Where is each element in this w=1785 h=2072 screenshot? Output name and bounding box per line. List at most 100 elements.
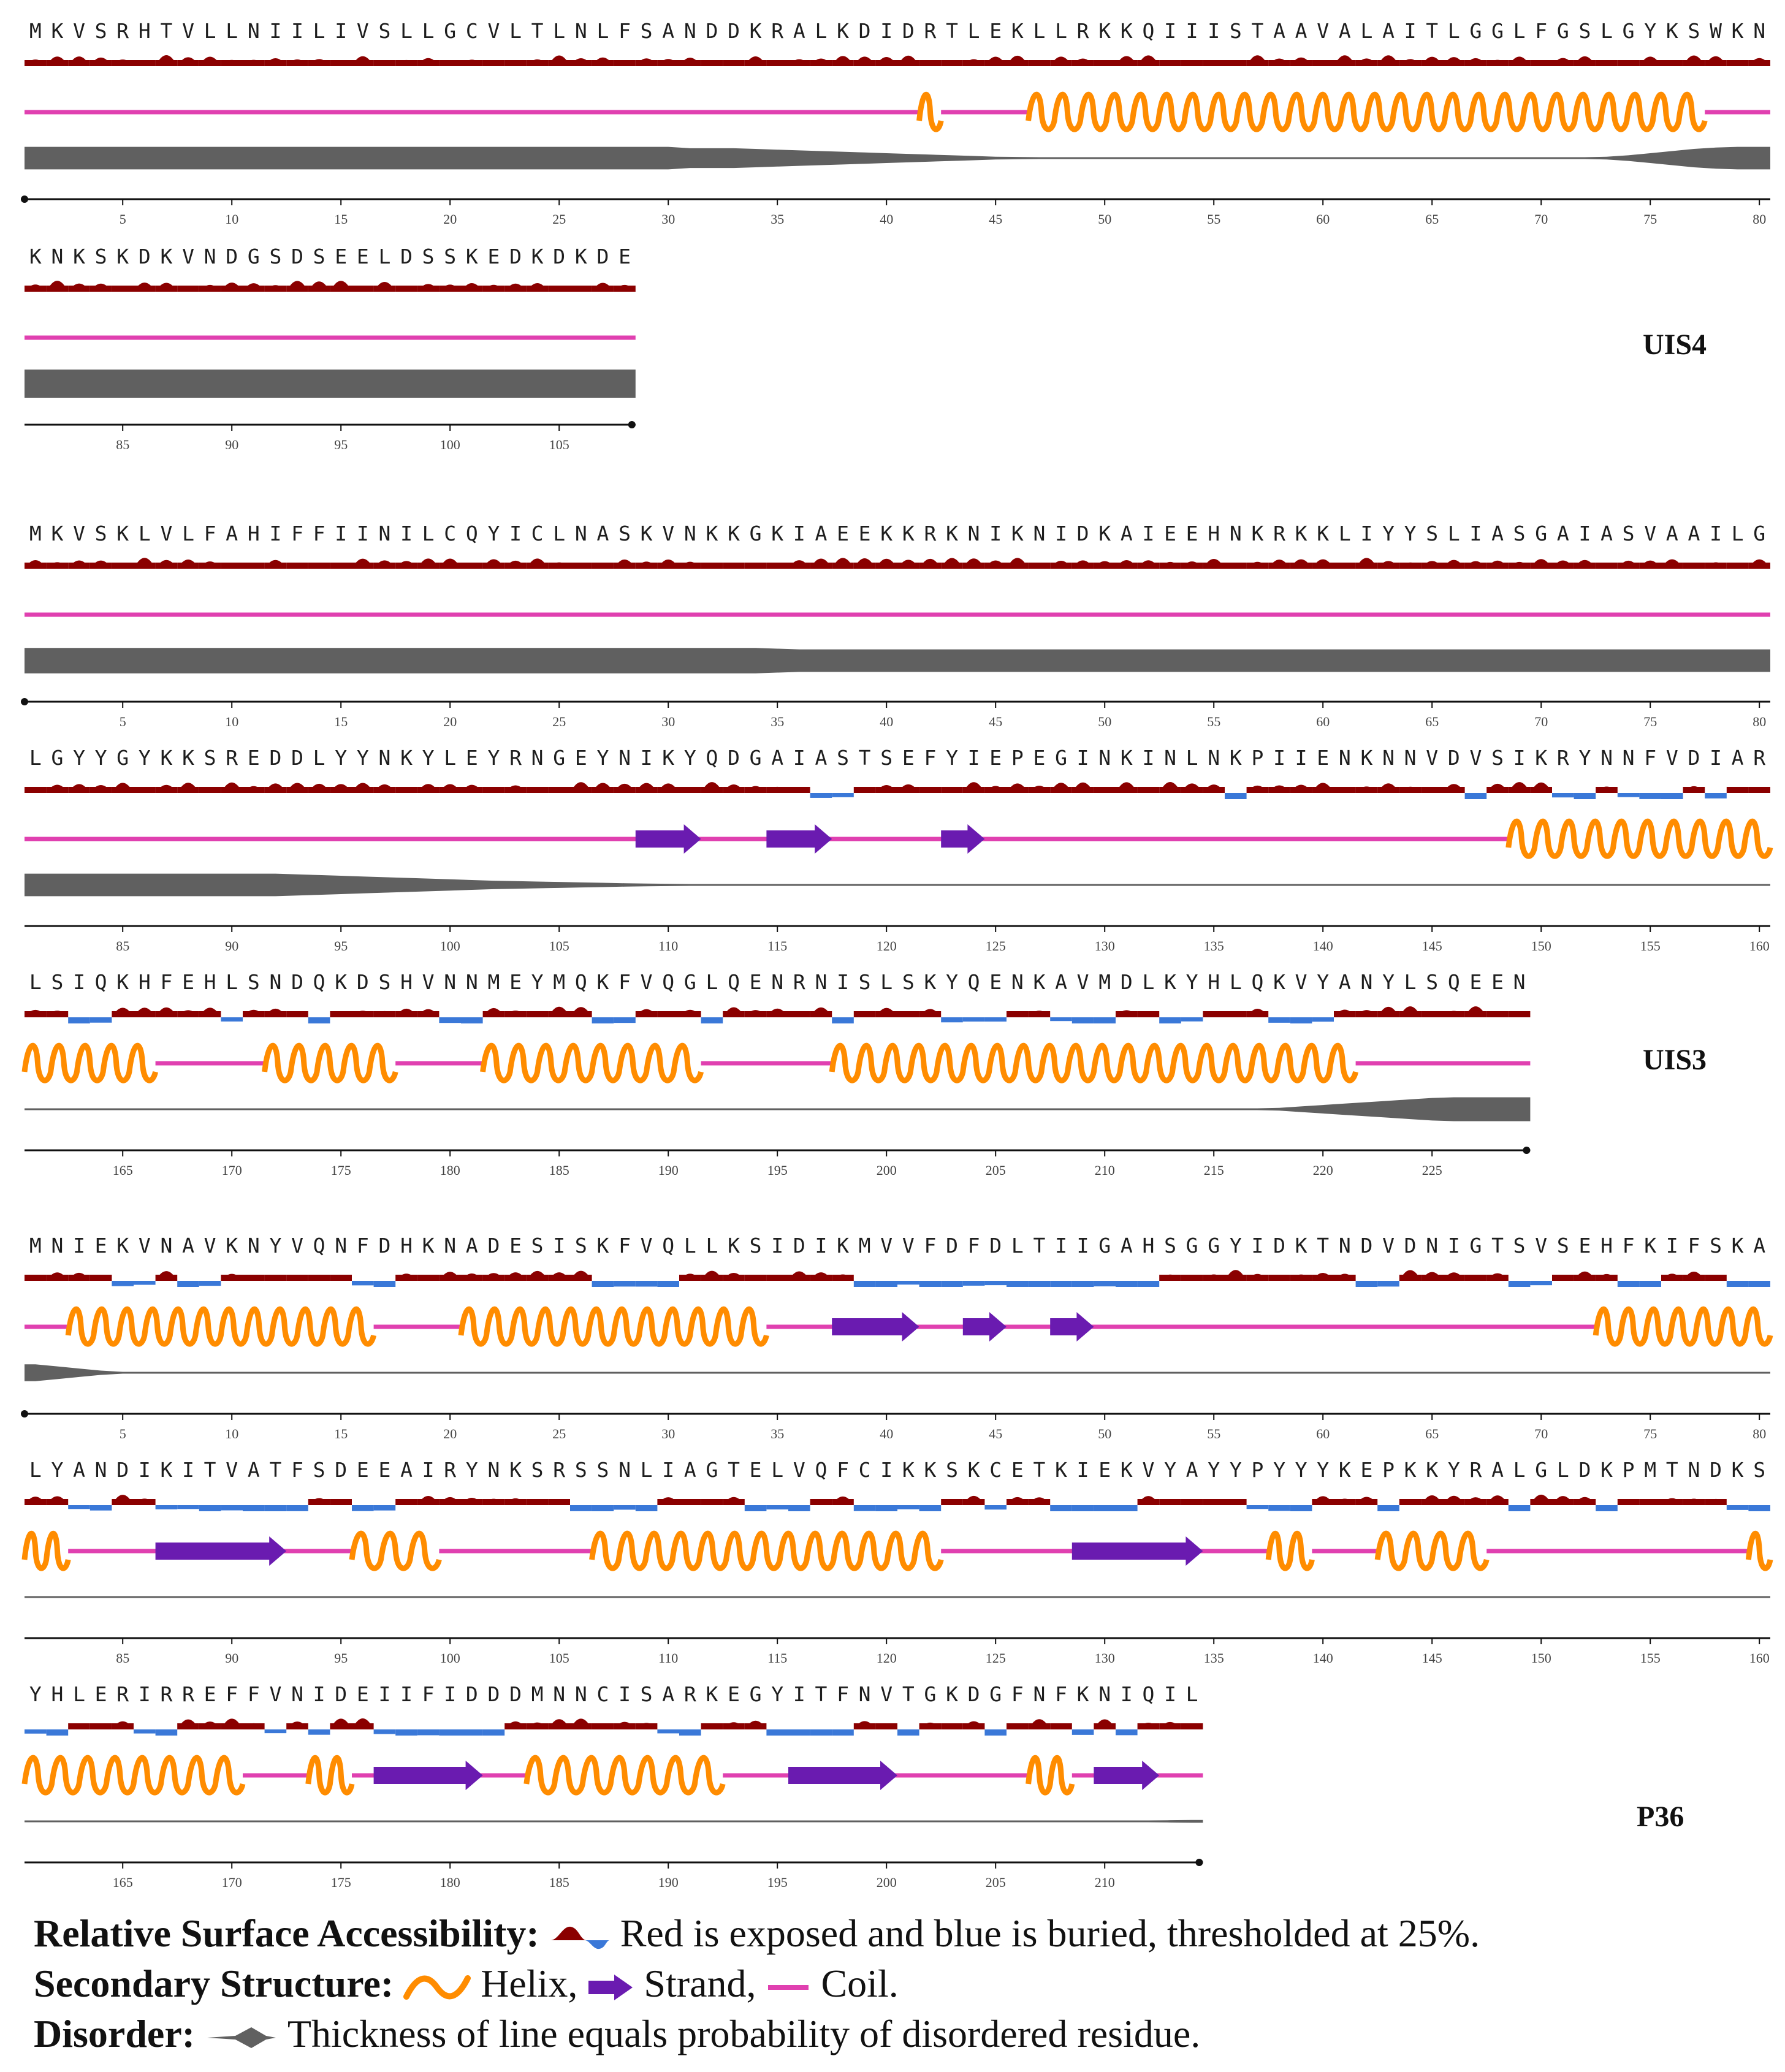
residue-letter: S [1513,1234,1526,1258]
residue-letter: I [1164,19,1176,43]
residue-letter: N [859,1682,871,1706]
residue-letter: A [1186,1458,1198,1482]
rsa-exposed-fill [919,1011,942,1017]
rsa-exposed-fill [701,563,723,569]
residue-letter: D [968,1682,980,1706]
residue-letter: N [575,522,587,545]
rsa-exposed-fill [679,60,701,66]
tick-label: 205 [986,1163,1006,1178]
rsa-exposed-fill [1203,60,1225,66]
rsa-exposed-fill [1464,1275,1487,1281]
rsa-exposed-fill [308,60,330,66]
rsa-exposed-fill [1159,1723,1181,1729]
rsa-exposed-fill [482,286,505,292]
helix-mark [21,1530,71,1571]
rsa-buried-fill [177,1281,199,1287]
residue-letter: N [618,1458,631,1482]
residue-letter: T [1491,1234,1504,1258]
rsa-buried-fill [1312,1017,1334,1022]
tick-label: 10 [225,714,238,729]
residue-letter: I [553,1234,565,1258]
rsa-buried-fill [134,1729,156,1734]
rsa-exposed-fill [112,1723,134,1729]
rsa-buried-fill [1050,1505,1072,1511]
rsa-exposed-fill [1705,563,1727,569]
residue-letter: N [968,522,980,545]
residue-letter: K [1644,1234,1656,1258]
rsa-exposed-fill [155,787,178,793]
tick-label: 125 [986,938,1006,954]
strand-mark [373,1761,483,1790]
residue-letter: A [684,1458,696,1482]
residue-letter: K [1098,19,1111,43]
rsa-buried-fill [941,1281,963,1287]
residue-letter: Y [269,1234,281,1258]
residue-letter: F [1644,746,1656,770]
secondary-structure-track [21,1042,1531,1083]
residue-letter: I [793,522,805,545]
rsa-exposed-fill [1421,563,1443,569]
residue-letter: V [1295,970,1307,994]
residue-letter: G [1535,522,1547,545]
axis-end-dot [628,421,636,428]
residue-letter: V [1077,970,1089,994]
rsa-exposed-fill [1225,1499,1247,1505]
rsa-exposed-fill [984,60,1007,66]
tick-label: 65 [1425,1426,1439,1441]
residue-letter: Q [1142,19,1154,43]
residue-letter: A [73,1458,85,1482]
residue-letter: S [1230,19,1242,43]
rsa-exposed-fill [1159,1499,1181,1505]
residue-letter: E [1033,746,1045,770]
residue-letter: Y [596,746,609,770]
residue-letter: K [160,746,172,770]
rsa-exposed-fill [1050,60,1072,66]
residue-letter: T [531,19,544,43]
residue-letter: L [204,19,216,43]
secondary-structure-track [25,818,1773,859]
rsa-exposed-fill [832,1499,854,1505]
rsa-exposed-fill [1268,1275,1290,1281]
residue-letter: L [139,522,151,545]
rsa-exposed-fill [810,60,832,66]
rsa-track [25,1006,1531,1023]
disorder-legend-icon [207,2027,276,2049]
tick-label: 215 [1204,1163,1224,1178]
rsa-buried-fill [1508,1281,1531,1287]
rsa-exposed-fill [89,286,112,292]
residue-letter: A [182,1234,194,1258]
rsa-exposed-fill [548,563,570,569]
residue-letter: N [269,970,281,994]
rsa-exposed-fill [1203,1499,1225,1505]
rsa-exposed-fill [526,286,549,292]
residue-letter: Y [1317,1458,1329,1482]
residue-letter: E [1317,746,1329,770]
rsa-exposed-fill [221,787,243,793]
residue-letter: D [357,970,369,994]
residue-letter: Y [487,522,500,545]
rsa-exposed-fill [330,1723,352,1729]
residue-letter: M [553,970,565,994]
tick-label: 30 [661,714,675,729]
rsa-buried-fill [941,1017,963,1023]
tick-label: 60 [1316,1426,1330,1441]
residue-letter: N [553,1682,565,1706]
residue-letter: I [1055,1234,1067,1258]
rsa-exposed-fill [526,1499,549,1505]
residue-letter: I [641,746,653,770]
rsa-exposed-fill [395,1275,417,1281]
rsa-exposed-fill [1683,60,1705,66]
residue-letter: N [1033,1682,1045,1706]
rsa-exposed-fill [941,563,963,569]
rsa-buried-fill [853,1505,876,1511]
residue-letter: I [269,19,281,43]
rsa-exposed-fill [1094,787,1116,793]
rsa-buried-fill [46,1729,69,1736]
residue-letter: I [989,522,1002,545]
residue-letter: T [204,1458,216,1482]
residue-letter: V [226,1458,238,1482]
rsa-exposed-fill [373,787,396,793]
rsa-buried-fill [1116,1505,1138,1511]
residue-letter: L [1732,522,1744,545]
